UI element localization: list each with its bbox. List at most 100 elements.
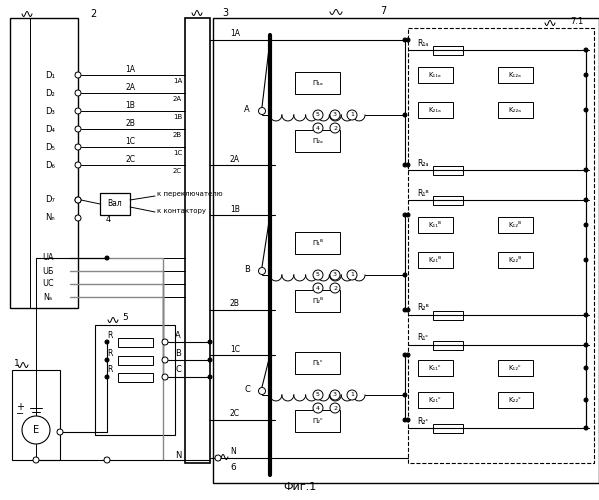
Circle shape (584, 223, 588, 227)
Circle shape (584, 366, 588, 370)
Text: 1A: 1A (230, 30, 240, 38)
Bar (118, 356, 153, 364)
Text: C: C (244, 386, 250, 394)
Text: K₁₁ᴮ: K₁₁ᴮ (428, 222, 441, 228)
Text: R₂ᴮ: R₂ᴮ (417, 304, 429, 312)
Text: 1: 1 (350, 112, 354, 117)
Circle shape (75, 197, 81, 203)
Text: R: R (107, 330, 113, 340)
Text: R: R (107, 366, 113, 374)
Text: D₁: D₁ (45, 70, 55, 80)
Text: П₁ₐ: П₁ₐ (312, 80, 323, 86)
Text: 1B: 1B (173, 114, 182, 120)
Circle shape (75, 162, 81, 168)
Text: 2: 2 (333, 126, 337, 130)
Text: UС: UС (42, 280, 54, 288)
Text: 1: 1 (350, 272, 354, 278)
Circle shape (330, 390, 340, 400)
Circle shape (403, 38, 407, 42)
Bar (498, 252, 533, 268)
Text: 2B: 2B (230, 300, 240, 308)
Bar (433, 310, 463, 320)
Circle shape (313, 123, 323, 133)
Circle shape (330, 123, 340, 133)
Text: 3: 3 (333, 112, 337, 117)
Text: A: A (244, 106, 250, 114)
Text: K₂₁ₐ: K₂₁ₐ (428, 107, 441, 113)
Circle shape (584, 258, 588, 262)
Circle shape (105, 358, 109, 362)
Bar (433, 166, 463, 174)
Bar (295, 290, 340, 312)
Text: П₂ᴮ: П₂ᴮ (312, 298, 323, 304)
Circle shape (75, 90, 81, 96)
Text: 3: 3 (333, 392, 337, 398)
Text: 5: 5 (316, 112, 320, 117)
Text: 2B: 2B (173, 132, 182, 138)
Text: 3: 3 (222, 8, 228, 18)
Text: D₂: D₂ (45, 88, 55, 98)
Bar (433, 46, 463, 54)
Text: D₃: D₃ (45, 106, 55, 116)
Circle shape (75, 126, 81, 132)
Circle shape (403, 163, 407, 167)
Text: 1C: 1C (125, 136, 135, 145)
Bar (418, 360, 453, 376)
Bar (418, 252, 453, 268)
Circle shape (162, 357, 168, 363)
Circle shape (584, 108, 588, 112)
Text: 1A: 1A (173, 78, 182, 84)
Circle shape (406, 163, 410, 167)
Text: D₄: D₄ (45, 124, 55, 134)
Text: 6: 6 (230, 462, 236, 471)
Text: N: N (230, 448, 236, 456)
Bar (498, 360, 533, 376)
Circle shape (313, 270, 323, 280)
Circle shape (75, 215, 81, 221)
Bar (418, 217, 453, 233)
Text: 4: 4 (316, 406, 320, 410)
Circle shape (406, 308, 410, 312)
Circle shape (347, 390, 357, 400)
Text: K₂₁ᴮ: K₂₁ᴮ (428, 257, 441, 263)
Bar (433, 340, 463, 349)
Circle shape (105, 375, 109, 379)
Text: 2C: 2C (125, 154, 135, 164)
Text: П₂ₐ: П₂ₐ (312, 138, 323, 144)
Text: −: − (16, 409, 24, 419)
Text: D₆: D₆ (45, 160, 55, 170)
Circle shape (584, 313, 588, 317)
Bar (433, 424, 463, 432)
Circle shape (313, 403, 323, 413)
Bar (118, 338, 153, 346)
Circle shape (57, 429, 63, 435)
Text: K₂₂ᴮ: K₂₂ᴮ (509, 257, 522, 263)
Text: 3: 3 (333, 272, 337, 278)
Text: к контактору: к контактору (157, 208, 206, 214)
Text: 2A: 2A (230, 154, 240, 164)
Circle shape (330, 403, 340, 413)
Circle shape (208, 375, 212, 379)
Text: K₂₂ᶜ: K₂₂ᶜ (509, 397, 522, 403)
Text: R₁ₐ: R₁ₐ (418, 38, 429, 48)
Circle shape (313, 283, 323, 293)
Text: E: E (33, 425, 39, 435)
Circle shape (208, 358, 212, 362)
Circle shape (403, 393, 407, 397)
Text: 4: 4 (316, 286, 320, 290)
Text: D₅: D₅ (45, 142, 55, 152)
Circle shape (584, 168, 588, 172)
Text: П₁ᶜ: П₁ᶜ (312, 360, 323, 366)
Text: 2C: 2C (230, 410, 240, 418)
Bar (295, 352, 340, 374)
Text: 2C: 2C (173, 168, 182, 174)
Text: K₁₂ₐ: K₁₂ₐ (509, 72, 522, 78)
Text: 4: 4 (316, 126, 320, 130)
Circle shape (75, 72, 81, 78)
Bar (498, 392, 533, 408)
Circle shape (313, 390, 323, 400)
Circle shape (584, 73, 588, 77)
Text: 5: 5 (316, 272, 320, 278)
Text: 2: 2 (333, 286, 337, 290)
Circle shape (403, 353, 407, 357)
